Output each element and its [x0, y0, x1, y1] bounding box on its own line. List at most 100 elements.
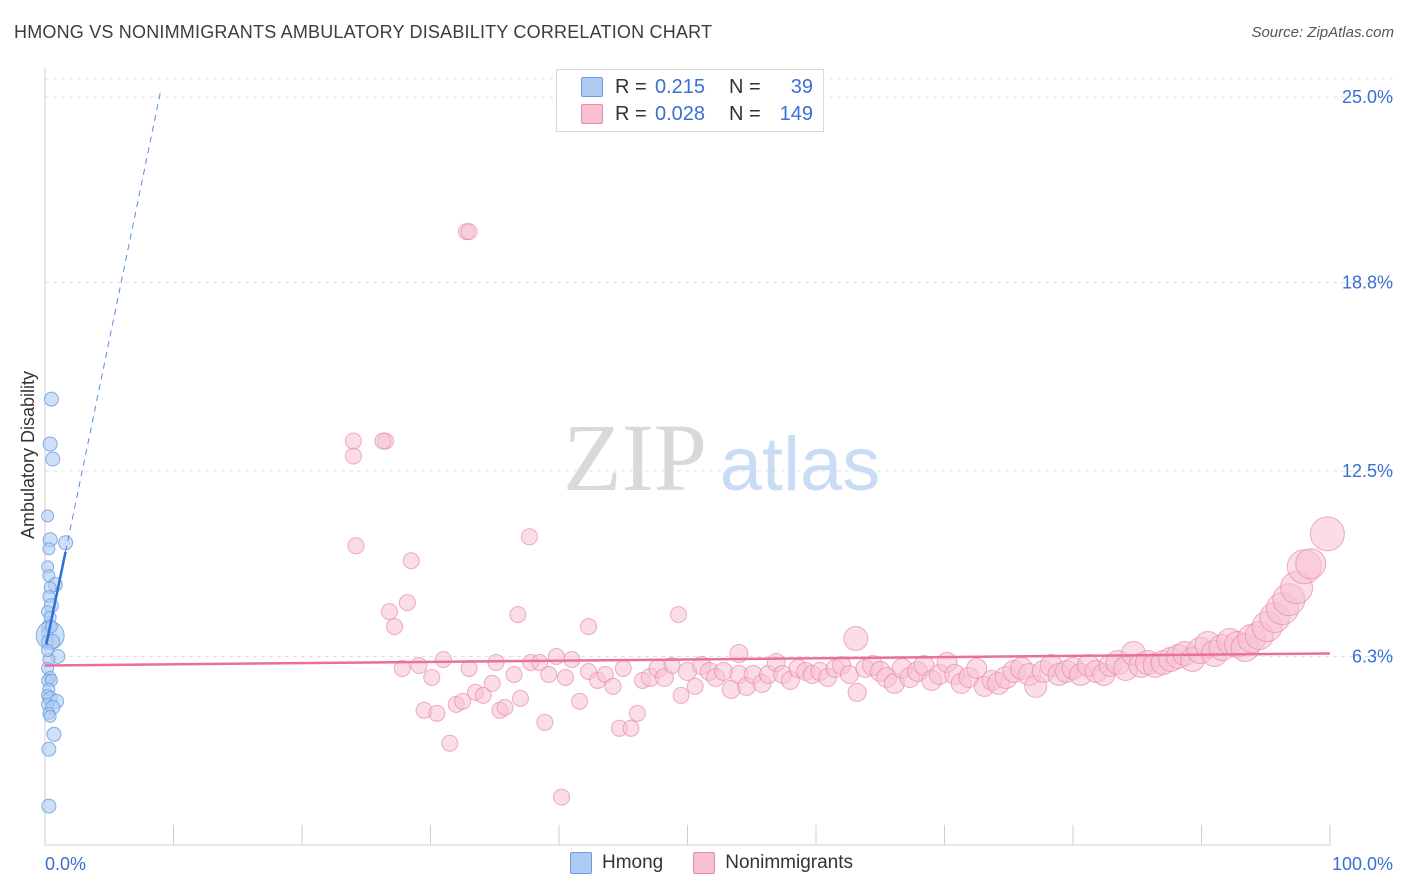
legend-row-hmong: R = 0.215 N = 39 [581, 75, 813, 99]
series-label-nonimmigrants: Nonimmigrants [725, 852, 854, 873]
legend-n-value: 149 [779, 102, 813, 125]
legend-n-label: N = [729, 75, 761, 98]
series-legend-nonimmigrants[interactable]: Nonimmigrants [693, 852, 853, 874]
nonimmigrants-point [540, 665, 558, 683]
nonimmigrants-point [398, 594, 416, 612]
nonimmigrants-point [505, 665, 523, 683]
y-tick-label: 25.0% [1342, 87, 1393, 107]
x-tick-label: 100.0% [1332, 854, 1393, 874]
legend-r-value: 0.028 [655, 102, 706, 125]
nonimmigrants-points [344, 223, 1345, 806]
nonimmigrants-point [553, 788, 571, 806]
legend-row-nonimmigrants: R = 0.028 N = 149 [581, 102, 813, 126]
hmong-point [41, 741, 57, 757]
nonimmigrants-point [402, 552, 420, 570]
hmong-point [43, 709, 57, 723]
nonimmigrants-point [628, 704, 646, 722]
hmong-trend-extension [65, 90, 162, 552]
nonimmigrants-point [1295, 548, 1327, 580]
nonimmigrants-point [434, 650, 452, 668]
nonimmigrants-point [596, 665, 614, 683]
nonimmigrants-point [474, 686, 492, 704]
nonimmigrants-point [347, 537, 365, 555]
chart-title: HMONG VS NONIMMIGRANTS AMBULATORY DISABI… [14, 22, 713, 42]
legend-swatch-hmong [581, 77, 603, 97]
nonimmigrants-point [571, 692, 589, 710]
y-tick-label: 12.5% [1342, 461, 1393, 481]
nonimmigrants-point [580, 618, 598, 636]
nonimmigrants-point [713, 661, 733, 681]
hmong-point [45, 451, 61, 467]
trend-lines [44, 90, 1331, 667]
x-tick-label: 0.0% [45, 854, 86, 874]
nonimmigrants-point [509, 606, 527, 624]
y-tick-label: 18.8% [1342, 272, 1393, 292]
nonimmigrants-point [460, 659, 478, 677]
hmong-point [41, 509, 55, 523]
hmong-point [58, 535, 74, 551]
hmong-point [42, 436, 58, 452]
legend-r-label: R = [615, 102, 647, 125]
nonimmigrants-point [1309, 516, 1345, 552]
nonimmigrants-point [670, 606, 688, 624]
nonimmigrants-point [441, 734, 459, 752]
hmong-point [46, 726, 62, 742]
nonimmigrants-point [604, 677, 622, 695]
nonimmigrants-point [393, 659, 411, 677]
nonimmigrants-point [556, 668, 574, 686]
nonimmigrants-point [483, 674, 501, 692]
series-swatch-hmong [570, 852, 592, 874]
hmong-point [43, 391, 59, 407]
nonimmigrants-point [547, 647, 565, 665]
nonimmigrants-point [843, 626, 869, 652]
series-label-hmong: Hmong [602, 852, 664, 873]
nonimmigrants-point [622, 719, 640, 737]
nonimmigrants-point [536, 713, 554, 731]
legend-r-label: R = [615, 75, 647, 98]
series-legend-hmong[interactable]: Hmong [570, 852, 663, 874]
nonimmigrants-point [520, 528, 538, 546]
nonimmigrants-point [672, 686, 690, 704]
nonimmigrants-point [686, 677, 704, 695]
nonimmigrants-point [380, 603, 398, 621]
nonimmigrants-point [386, 618, 404, 636]
correlation-legend: R = 0.215 N = 39 R = 0.028 N = 149 [556, 69, 824, 132]
nonimmigrants-point [423, 668, 441, 686]
nonimmigrants-point [663, 656, 681, 674]
series-legend: Hmong Nonimmigrants [570, 852, 883, 874]
nonimmigrants-point [454, 692, 472, 710]
gridlines [45, 78, 1395, 657]
y-axis-label: Ambulatory Disability [18, 371, 38, 539]
nonimmigrants-point [614, 659, 632, 677]
watermark: ZIP atlas [563, 404, 880, 511]
legend-swatch-nonimmigrants [581, 104, 603, 124]
axis-labels: 6.3% 12.5% 18.8% 25.0% 0.0% 100.0% Ambulatory … [18, 87, 1393, 874]
nonimmigrants-point [966, 657, 988, 679]
watermark-atlas: atlas [720, 422, 881, 507]
hmong-trend-line [45, 551, 67, 645]
nonimmigrants-point [531, 653, 549, 671]
nonimmigrants-point [344, 447, 362, 465]
source-label: Source: ZipAtlas.com [1251, 24, 1394, 41]
nonimmigrants-point [460, 223, 478, 241]
nonimmigrants-point [511, 689, 529, 707]
nonimmigrants-point [496, 698, 514, 716]
legend-n-value: 39 [790, 75, 813, 98]
axes [44, 68, 1331, 846]
watermark-zip: ZIP [563, 404, 707, 511]
y-tick-label: 6.3% [1352, 646, 1393, 666]
legend-r-value: 0.215 [655, 75, 706, 98]
series-swatch-nonimmigrants [693, 852, 716, 874]
nonimmigrants-point [847, 682, 867, 702]
hmong-point [41, 798, 57, 814]
nonimmigrants-trend-line [44, 652, 1331, 667]
hmong-point [41, 644, 55, 658]
legend-n-label: N = [729, 102, 761, 125]
hmong-points [35, 391, 74, 814]
nonimmigrants-point [428, 704, 446, 722]
nonimmigrants-point [344, 432, 362, 450]
nonimmigrants-point [374, 432, 392, 450]
nonimmigrants-point [410, 656, 428, 674]
hmong-point [42, 542, 56, 556]
